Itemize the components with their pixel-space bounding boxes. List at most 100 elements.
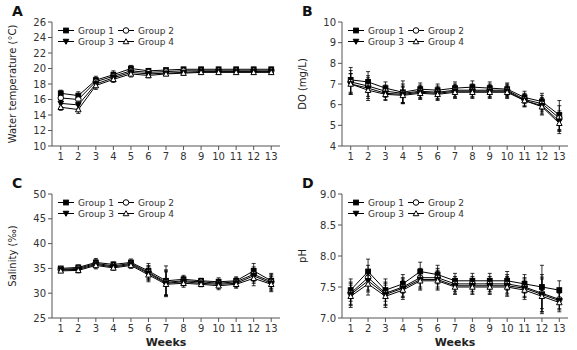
error-bar-cap (269, 275, 273, 276)
y-axis-label: Water temperature (°C) (7, 25, 18, 144)
legend-marker (123, 211, 129, 216)
error-bar-cap (252, 266, 256, 267)
error-bar-cap (401, 103, 405, 104)
error-bar-cap (505, 84, 509, 85)
y-axis (52, 194, 53, 318)
data-point (383, 294, 389, 299)
error-bar-cap (453, 85, 457, 86)
error-bar-cap (252, 285, 256, 286)
error-bar (252, 271, 256, 286)
error-bar (146, 73, 150, 78)
legend-item: Group 1 (58, 26, 114, 36)
legend-marker (413, 200, 419, 206)
y-tick-label: 8.0 (320, 251, 336, 262)
error-bar-cap (540, 93, 544, 94)
error-bar-cap (401, 278, 405, 279)
x-tick-label: 1 (348, 323, 354, 334)
x-tick-label: 9 (198, 151, 204, 162)
x-tick (166, 318, 167, 322)
y-tick-label: 8.5 (320, 220, 336, 231)
error-bar (182, 278, 186, 286)
legend-label: Group 1 (78, 198, 114, 208)
error-bar (349, 285, 353, 307)
x-tick-label: 10 (212, 323, 225, 334)
y-tick-label: 26 (33, 17, 46, 28)
error-bar-cap (349, 73, 353, 74)
error-bar-cap (401, 87, 405, 88)
x-tick (183, 146, 184, 150)
data-point (470, 89, 476, 94)
series-line (351, 80, 560, 115)
data-point (128, 70, 134, 75)
data-point (504, 89, 510, 94)
error-bar-cap (540, 274, 544, 275)
error-bar-cap (234, 277, 238, 278)
error-bar-cap (488, 98, 492, 99)
data-point (111, 76, 117, 81)
error-bar-cap (401, 80, 405, 81)
x-tick-label: 4 (110, 151, 116, 162)
x-axis (342, 146, 568, 147)
error-bar-cap (453, 86, 457, 87)
y-axis-label: pH (297, 249, 308, 263)
error-bar (234, 278, 238, 286)
error-bar (453, 84, 457, 96)
data-point (268, 70, 274, 75)
x-tick (559, 318, 560, 322)
error-bar (94, 261, 98, 268)
panel: 25303540455012345678910111213CSalinity (… (7, 175, 280, 349)
panel-title: D (302, 175, 314, 191)
data-point (268, 281, 274, 286)
data-point (233, 68, 239, 74)
x-tick (541, 146, 542, 150)
error-bar-cap (540, 278, 544, 279)
figure: 10121416182022242612345678910111213AWate… (0, 0, 577, 350)
error-bar (146, 268, 150, 282)
error-bar (505, 86, 509, 98)
x-tick (507, 146, 508, 150)
x-tick-label: 7 (452, 151, 458, 162)
error-bar-cap (488, 84, 492, 85)
legend-marker (353, 39, 359, 44)
legend-marker (123, 39, 129, 44)
y-tick (48, 194, 52, 195)
y-tick-label: 7.5 (320, 282, 336, 293)
legend-label: Group 2 (428, 198, 464, 208)
error-bar-cap (557, 291, 561, 292)
series-line (351, 280, 560, 301)
x-tick (507, 318, 508, 322)
error-bar-cap (129, 258, 133, 259)
x-tick (148, 318, 149, 322)
data-point (58, 267, 64, 273)
error-bar-cap (383, 283, 387, 284)
x-tick (78, 146, 79, 150)
x-tick-label: 9 (198, 323, 204, 334)
y-tick (48, 37, 52, 38)
error-bar (418, 272, 422, 291)
x-tick (60, 318, 61, 322)
y-tick (338, 42, 342, 43)
error-bar-cap (269, 291, 273, 292)
plot-area (58, 65, 274, 113)
error-bar-cap (366, 75, 370, 76)
x-tick (541, 318, 542, 322)
error-bar-cap (488, 276, 492, 277)
error-bar (94, 82, 98, 90)
error-bar-cap (418, 85, 422, 86)
x-tick (271, 318, 272, 322)
error-bar-cap (436, 271, 440, 272)
error-bar-cap (557, 290, 561, 291)
error-bar (470, 280, 474, 295)
error-bar-cap (217, 277, 221, 278)
data-point (470, 284, 476, 289)
error-bar-cap (234, 288, 238, 289)
error-bar-cap (557, 110, 561, 111)
error-bar-cap (505, 276, 509, 277)
error-bar-cap (366, 295, 370, 296)
y-tick-label: 7.0 (320, 313, 336, 324)
x-tick-label: 4 (400, 323, 406, 334)
data-point (504, 284, 510, 289)
error-bar-cap (488, 85, 492, 86)
y-tick-label: 8 (330, 58, 336, 69)
x-tick (218, 146, 219, 150)
